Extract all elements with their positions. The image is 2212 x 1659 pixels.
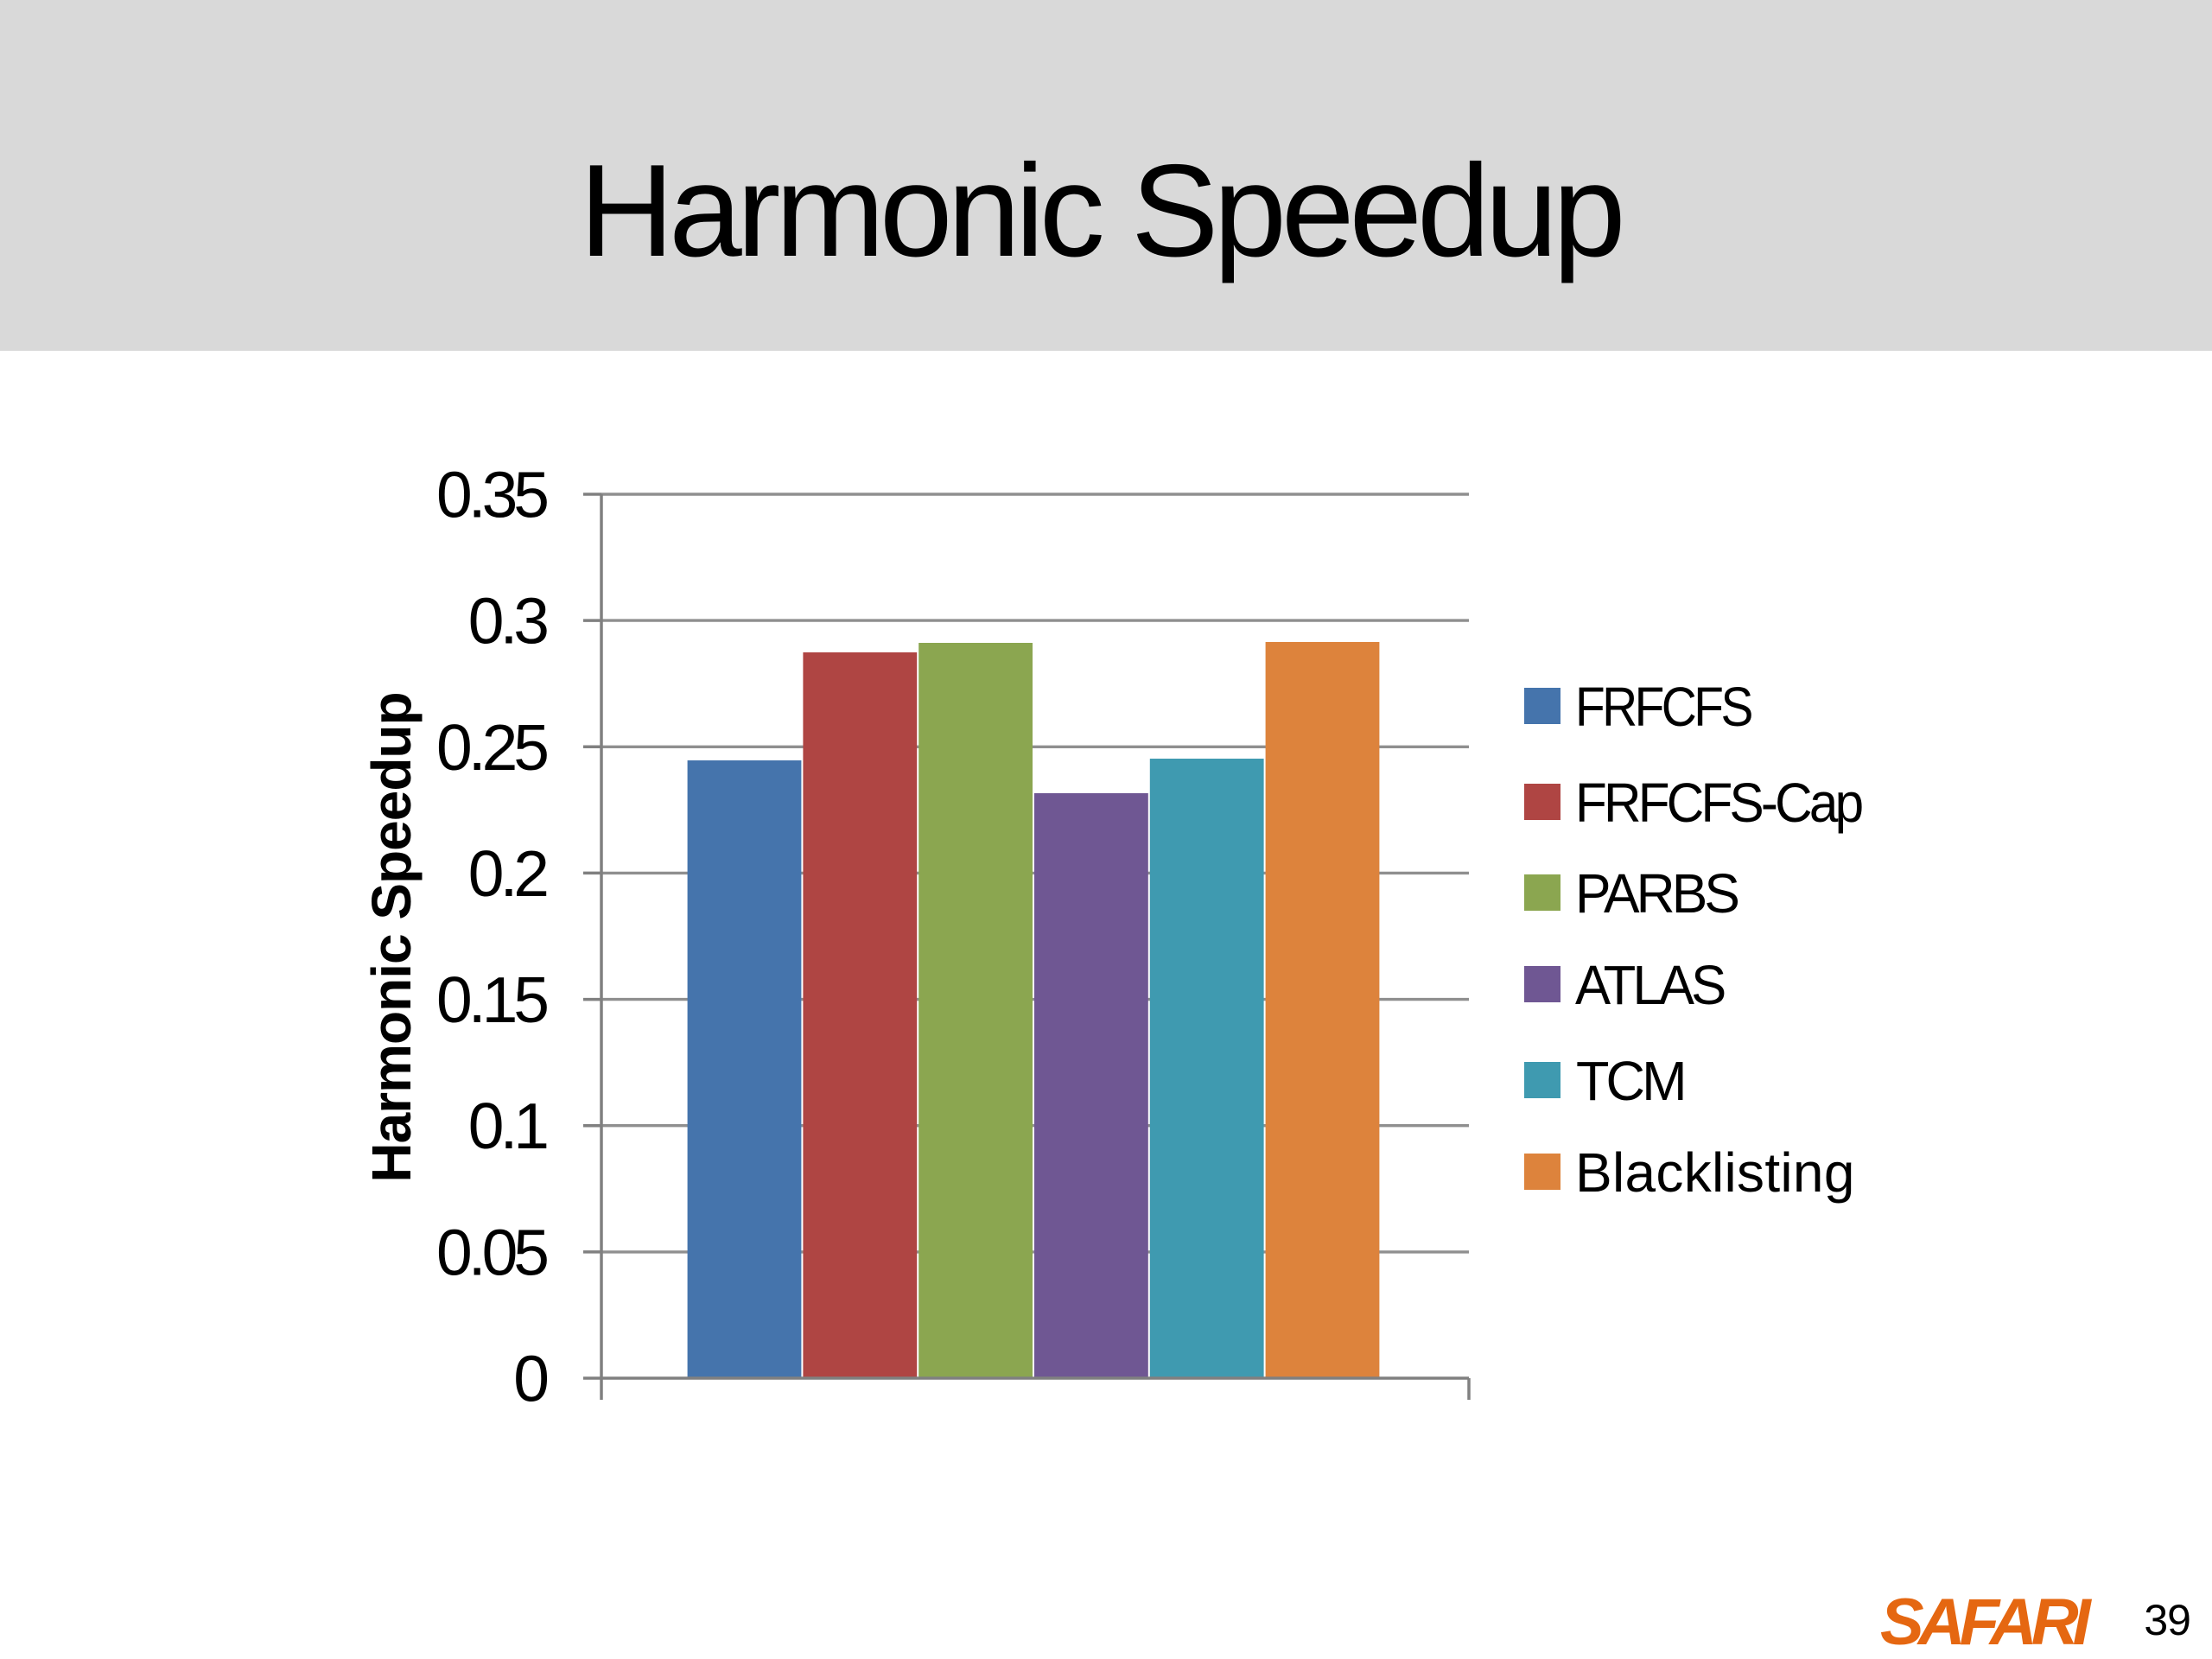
svg-text:0: 0 [513,1343,547,1415]
svg-text:FRFCFS: FRFCFS [1575,676,1751,738]
svg-text:TCM: TCM [1576,1052,1684,1113]
svg-text:0.25: 0.25 [436,711,547,784]
svg-text:SAFARI: SAFARI [1880,1586,2093,1659]
svg-text:FRFCFS-Cap: FRFCFS-Cap [1575,772,1862,834]
svg-text:0.2: 0.2 [468,837,547,910]
svg-text:ATLAS: ATLAS [1575,955,1725,1016]
svg-text:Blacklisting: Blacklisting [1575,1141,1855,1204]
svg-text:0.05: 0.05 [436,1216,547,1288]
svg-text:PARBS: PARBS [1575,863,1738,925]
svg-text:0.1: 0.1 [468,1090,548,1162]
svg-text:0.3: 0.3 [468,585,548,658]
svg-text:39: 39 [2144,1596,2190,1644]
svg-text:Harmonic Speedup: Harmonic Speedup [360,692,423,1182]
svg-text:0.35: 0.35 [436,459,547,531]
svg-text:0.15: 0.15 [436,963,547,1036]
